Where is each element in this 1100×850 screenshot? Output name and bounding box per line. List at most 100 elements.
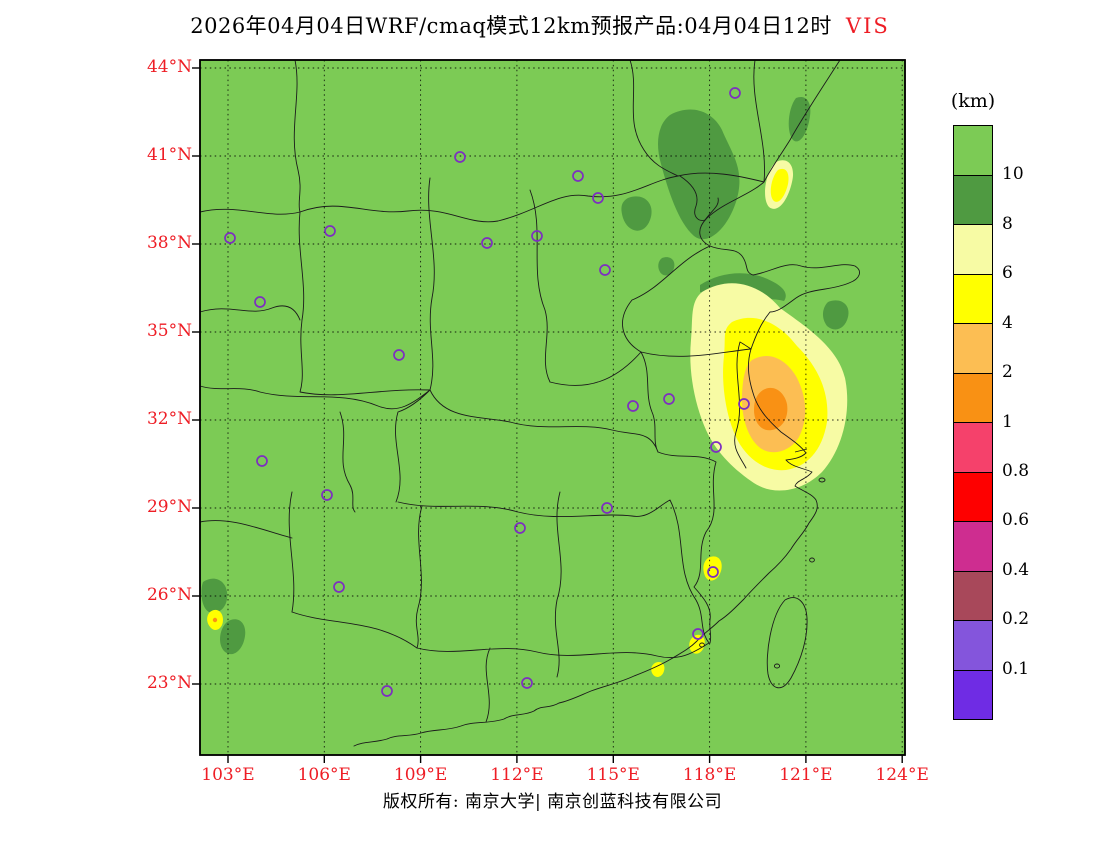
lon-label: 115°E [586,765,640,785]
west-boundaries [199,305,431,613]
vis-patch-orange [754,387,788,431]
province-boundaries [199,59,860,747]
colorbar-tick-label: 0.6 [1002,510,1030,531]
vis-patch-darkgreen [201,578,228,613]
colorbar-tick-label: 10 [1002,164,1024,185]
south-boundaries [291,611,710,723]
station-marker [454,151,466,163]
vis-patch-yellow [651,661,665,677]
colorbar-tick-label: 0.4 [1002,559,1030,580]
lat-label: 35°N [146,321,192,342]
lat-label: 32°N [146,409,192,429]
lon-label: 109°E [393,765,448,785]
lat-label: 23°N [146,672,192,693]
station-marker [224,232,236,244]
axis-ticks [192,67,903,763]
north-boundaries [199,59,765,223]
colorbar-cell-magenta [954,522,992,572]
lon-label: 106°E [297,765,351,785]
station-marker [481,237,493,249]
station-marker [707,566,719,578]
colorbar-cell-rose [954,423,992,473]
lat-label: 44°N [146,56,192,77]
station-marker [521,677,533,689]
station-marker [321,489,333,501]
station-marker [254,296,266,308]
station-marker [572,170,584,182]
station-marker [592,192,604,204]
vis-patch-darkgreen [658,257,675,276]
vis-patch-darkgreen [220,619,246,655]
south-central-boundaries [397,451,717,678]
title-text: 2026年04月04日WRF/cmaq模式12km预报产品:04月04日12时 [190,14,832,38]
colorbar [953,125,993,720]
lat-label: 38°N [146,232,192,253]
station-marker [324,225,336,237]
station-marker [256,455,268,467]
station-marker [333,581,345,593]
colorbar-tick-label: 0.8 [1002,460,1030,481]
taiwan-outline [766,597,808,689]
colorbar-cell-dark_green [954,175,992,225]
coastline [353,59,860,747]
lon-label: 124°E [875,765,929,785]
vis-patch-darkgreen [788,96,811,142]
lon-label: 112°E [490,765,544,785]
station-marker [663,393,675,405]
colorbar-tick-label: 4 [1002,312,1013,333]
colorbar-cell-purple [954,621,992,671]
vis-patch-darkgreen [822,300,849,330]
colorbar-cell-maroon [954,571,992,621]
lon-label: 121°E [779,765,833,785]
vis-patch-darkgreen [621,196,652,231]
copyright-footer: 版权所有: 南京大学| 南京创蓝科技有限公司 [382,792,723,812]
colorbar-cell-yellow [954,274,992,324]
colorbar-cell-light_orange [954,324,992,374]
map-area [192,59,906,763]
map-frame-border [199,59,906,756]
central-boundaries [298,177,752,469]
station-marker [531,230,543,242]
coastal-island [773,663,781,669]
coastal-island [809,557,815,563]
colorbar-cell-violet [954,670,992,719]
colorbar-cell-map_green [954,126,992,176]
station-marker [710,441,722,453]
colorbar-tick-label: 0.1 [1002,658,1030,679]
vis-patch-yellow [770,168,789,202]
lat-label: 41°N [146,144,192,165]
station-marker [393,349,405,361]
colorbar-cell-red [954,472,992,522]
vis-patch-yellow [689,634,705,654]
title-product-label: VIS [845,14,890,38]
colorbar-unit-label: (km) [950,90,996,112]
station-markers [224,87,750,697]
station-marker [599,264,611,276]
colorbar-tick-label: 6 [1002,263,1013,284]
station-marker [627,400,639,412]
station-marker [729,87,741,99]
vis-patch-darkgreen [658,109,740,240]
chongming-island [794,448,808,453]
station-marker [381,685,393,697]
station-marker [601,502,613,514]
colorbar-cell-orange [954,373,992,423]
coastal-island [818,477,826,483]
page-title: 2026年04月04日WRF/cmaq模式12km预报产品:04月04日12时 V… [0,10,1080,40]
lon-label: 118°E [682,765,737,785]
station-marker [692,628,704,640]
vis-patch-orange-dot [212,617,218,623]
colorbar-tick-label: 2 [1002,362,1013,383]
station-marker [514,522,526,534]
colorbar-tick-label: 8 [1002,213,1013,234]
colorbar-cell-pale_yellow [954,225,992,275]
lat-label: 29°N [146,496,192,517]
lon-label: 103°E [201,765,255,785]
map-svg [192,59,906,763]
lat-label: 26°N [146,584,192,605]
station-marker [738,398,750,410]
colorbar-tick-label: 0.2 [1002,609,1030,630]
colorbar-tick-label: 1 [1002,411,1013,432]
coastal-island [699,642,705,648]
